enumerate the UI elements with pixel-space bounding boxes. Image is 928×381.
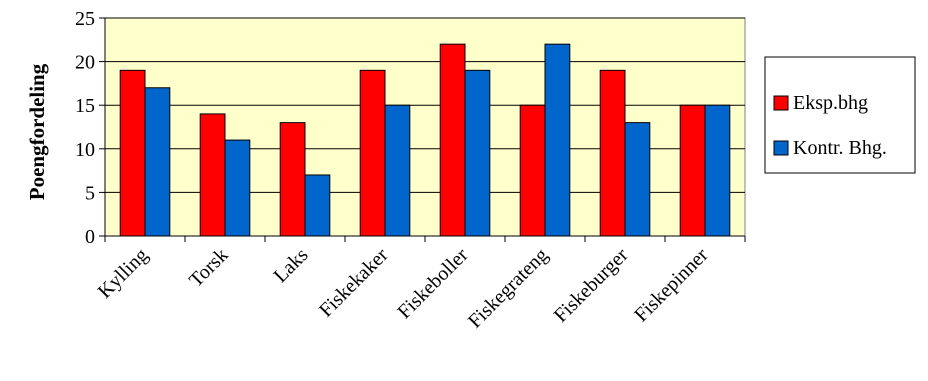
bar-kontr-laks <box>304 174 331 237</box>
y-tick-label: 0 <box>85 226 95 248</box>
bar-eksp-laks <box>279 122 306 237</box>
bar-marks <box>119 43 731 237</box>
bar-eksp-torsk <box>199 113 226 237</box>
legend-swatch-eksp <box>773 95 789 111</box>
bar-kontr-kylling <box>144 87 171 237</box>
legend-box <box>764 56 916 174</box>
x-tick-label: Torsk <box>185 244 233 292</box>
y-tick-label: 20 <box>75 52 95 74</box>
y-tick-label: 5 <box>85 182 95 204</box>
y-tick-label: 10 <box>75 139 95 161</box>
bar-eksp-fiskeburger <box>599 69 626 237</box>
x-tick-label: Laks <box>269 244 312 287</box>
legend-label-kontr: Kontr. Bhg. <box>793 137 887 159</box>
x-tick-label: Kylling <box>94 244 153 303</box>
x-tick-label: Fiskekaker <box>315 244 393 322</box>
y-tick-label: 25 <box>75 8 95 30</box>
y-axis-label: Poengfordeling <box>25 63 49 200</box>
bar-eksp-fiskeboller <box>439 43 466 237</box>
x-tick-label: Fiskeburger <box>550 244 633 327</box>
bar-kontr-fiskepinner <box>704 104 731 237</box>
bar-eksp-fiskekaker <box>359 69 386 237</box>
legend-swatch-kontr <box>773 140 789 156</box>
legend-label-eksp: Eksp.bhg <box>793 92 868 114</box>
x-axis-ticks: Kylling Torsk Laks Fiskekaker FiskebollerFis… <box>94 236 746 333</box>
y-axis-ticks: 0 5 10 15 20 25 <box>75 8 105 248</box>
x-tick-label: Fiskepinner <box>630 244 713 327</box>
bar-eksp-fiskegrateng <box>519 104 546 237</box>
bar-kontr-fiskekaker <box>384 104 411 237</box>
bar-kontr-fiskegrateng <box>544 43 571 237</box>
x-tick-label: Fiskegrateng <box>464 244 553 333</box>
bar-kontr-fiskeburger <box>624 122 651 237</box>
y-tick-label: 15 <box>75 95 95 117</box>
bar-eksp-fiskepinner <box>679 104 706 237</box>
bar-kontr-fiskeboller <box>464 69 491 237</box>
bar-eksp-kylling <box>119 69 146 237</box>
x-tick-label: Fiskeboller <box>393 244 472 323</box>
legend: Eksp.bhg Kontr. Bhg. <box>764 56 916 174</box>
bar-kontr-torsk <box>224 139 251 237</box>
